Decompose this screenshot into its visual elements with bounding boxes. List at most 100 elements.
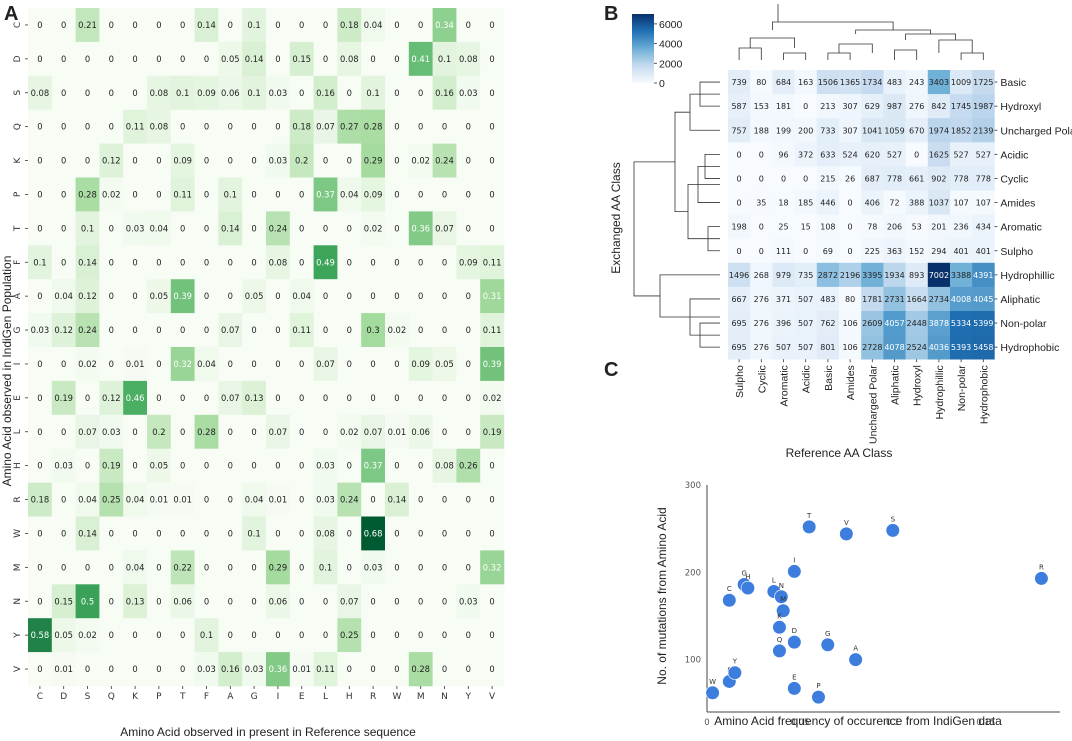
heatmap-a-value: 0	[109, 257, 114, 267]
scatter-c-point-label: E	[792, 673, 796, 681]
heatmap-a-xtick-label: L	[323, 692, 328, 702]
scatter-c-point	[705, 685, 720, 700]
heatmap-a-cell	[218, 482, 243, 517]
heatmap-a-cell	[385, 448, 410, 483]
heatmap-a-value: 0.68	[364, 528, 383, 538]
heatmap-a-cell	[170, 516, 195, 551]
heatmap-a-value: 0.08	[31, 88, 50, 98]
clustermap-b-cell	[839, 94, 862, 119]
clustermap-b-cell	[972, 70, 995, 95]
heatmap-a-value: 0	[61, 562, 66, 572]
colorbar-tick-label: 2000	[659, 58, 683, 70]
heatmap-a-cell	[147, 584, 172, 619]
heatmap-a-cell	[480, 618, 505, 653]
heatmap-a-cell	[99, 414, 124, 449]
heatmap-a-cell	[242, 41, 267, 77]
heatmap-a-cell	[337, 380, 362, 416]
heatmap-a-value: 0	[132, 88, 137, 98]
heatmap-a-cell	[242, 652, 267, 687]
heatmap-a-xtick-label: C	[37, 692, 43, 702]
scatter-c-point-label: C	[727, 585, 732, 593]
heatmap-a-cell	[385, 652, 410, 687]
heatmap-a-value: 0	[251, 257, 256, 267]
heatmap-a-value: 0.11	[126, 122, 145, 132]
heatmap-a-cell	[385, 245, 410, 280]
clustermap-b-value: 527	[887, 150, 902, 159]
clustermap-b-cell	[972, 118, 995, 143]
clustermap-b-value: 35	[756, 199, 766, 208]
heatmap-a-value: 0.1	[247, 20, 260, 30]
heatmap-a-xtick-label: V	[489, 692, 496, 702]
clustermap-b-cell	[839, 166, 862, 191]
heatmap-a-cell	[480, 245, 505, 280]
clustermap-b-cell	[905, 335, 929, 360]
heatmap-a-cell	[456, 482, 481, 517]
heatmap-a-cell	[28, 652, 53, 687]
heatmap-a-value: 0.19	[102, 461, 121, 471]
clustermap-b-value: 0	[803, 174, 808, 183]
heatmap-a-cell	[266, 41, 291, 77]
scatter-c-point	[820, 637, 835, 652]
scatter-c-point	[839, 526, 854, 541]
heatmap-a-value: 0	[204, 223, 209, 233]
clustermap-b-xtick-label: Aliphatic	[890, 365, 902, 405]
heatmap-a-value: 0.32	[173, 359, 192, 369]
clustermap-b-cell	[728, 335, 751, 360]
heatmap-a-cell	[408, 618, 433, 653]
heatmap-a-value: 0.14	[78, 528, 97, 538]
heatmap-a-value: 0	[61, 189, 66, 199]
clustermap-b-value: 294	[931, 247, 946, 256]
heatmap-a-cell	[480, 143, 505, 178]
heatmap-a-value: 0	[299, 630, 304, 640]
clustermap-b-value: 0	[759, 247, 764, 256]
heatmap-a-value: 0.01	[173, 495, 192, 505]
heatmap-a-value: 0	[109, 596, 114, 606]
heatmap-a-cell	[194, 109, 219, 144]
heatmap-a-value: 0	[156, 156, 161, 166]
heatmap-a-cell	[242, 380, 267, 416]
scatter-c-point-label: N	[779, 582, 784, 590]
heatmap-a-value: 0	[489, 630, 494, 640]
clustermap-b-cell	[861, 142, 884, 167]
heatmap-a-value: 0.2	[152, 427, 165, 437]
clustermap-b-cell	[772, 238, 795, 264]
heatmap-a-value: 0	[299, 427, 304, 437]
clustermap-b-cell	[883, 94, 906, 119]
clustermap-b-cell	[772, 262, 795, 288]
heatmap-a-cell	[313, 380, 338, 416]
heatmap-a-value: 0.15	[54, 596, 73, 606]
heatmap-a-value: 0	[204, 596, 209, 606]
clustermap-b-cell	[905, 118, 929, 143]
clustermap-b-ytick-label: Uncharged Polar	[1000, 125, 1072, 137]
heatmap-a-value: 0	[489, 664, 494, 674]
heatmap-a-value: 0	[37, 223, 42, 233]
heatmap-a-value: 0.14	[388, 495, 407, 505]
heatmap-a-value: 0	[228, 122, 233, 132]
clustermap-b-value: 842	[931, 102, 946, 111]
clustermap-b-cell	[772, 311, 795, 336]
clustermap-b-value: 7002	[929, 271, 949, 280]
heatmap-a-cell	[170, 143, 195, 178]
heatmap-a-cell	[218, 347, 243, 382]
heatmap-a-cell	[385, 75, 410, 110]
heatmap-a-cell	[432, 516, 457, 551]
clustermap-b-value: 762	[820, 319, 835, 328]
heatmap-a-ytick-label: R	[13, 496, 23, 502]
heatmap-a-value: 0	[323, 393, 328, 403]
clustermap-b-cell	[950, 166, 973, 191]
clustermap-b-value: 0	[737, 150, 742, 159]
heatmap-a-value: 0.46	[126, 393, 145, 403]
heatmap-a-value: 0.02	[364, 223, 383, 233]
heatmap-a-cell	[361, 618, 386, 653]
heatmap-a-cell	[194, 618, 219, 653]
scatter-c-point-label: V	[844, 519, 849, 527]
heatmap-a-value: 0	[489, 20, 494, 30]
heatmap-a-value: 0.05	[245, 291, 264, 301]
heatmap-a-cell	[170, 41, 195, 77]
heatmap-a-cell	[123, 380, 148, 416]
clustermap-b-value: 199	[776, 126, 791, 135]
heatmap-a-cell	[218, 584, 243, 619]
heatmap-a-value: 0.28	[78, 189, 97, 199]
clustermap-b-ytick-label: Cyclic	[1000, 173, 1028, 185]
clustermap-b-cell	[972, 190, 995, 215]
